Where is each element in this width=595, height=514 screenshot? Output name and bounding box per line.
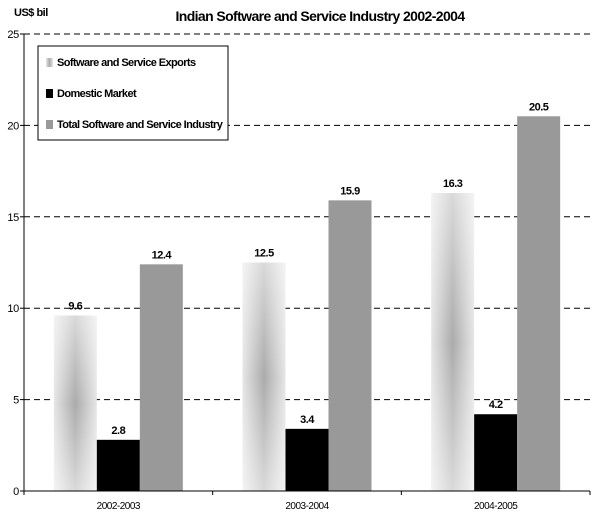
legend-label-exports: Software and Service Exports <box>57 57 196 69</box>
x-tick-label: 2004-2005 <box>474 501 518 512</box>
y-axis-unit-label: US$ bil <box>14 7 48 19</box>
data-label: 12.5 <box>254 248 274 260</box>
legend: Software and Service Exports Domestic Ma… <box>37 45 229 141</box>
bar-total <box>328 200 372 491</box>
legend-swatch-total <box>46 120 53 129</box>
bar-exports-shading <box>53 315 97 491</box>
y-tick-label: 25 <box>7 29 19 41</box>
legend-swatch-exports <box>46 58 53 67</box>
legend-label-domestic: Domestic Market <box>57 88 137 100</box>
x-tick-label: 2002-2003 <box>97 501 141 512</box>
bar-exports-shading <box>431 193 475 491</box>
x-tick-label: 2003-2004 <box>285 501 329 512</box>
bar-domestic <box>285 428 329 491</box>
legend-box <box>37 45 229 141</box>
bar-domestic <box>96 439 140 491</box>
data-label: 4.2 <box>489 399 503 411</box>
data-label: 15.9 <box>340 185 360 197</box>
legend-swatch-domestic <box>46 89 53 98</box>
data-label: 2.8 <box>111 425 125 437</box>
bar-series-group <box>53 116 561 491</box>
y-tick-label: 10 <box>7 303 19 315</box>
data-label: 16.3 <box>443 178 463 190</box>
y-tick-label: 0 <box>13 486 19 498</box>
y-tick-label: 5 <box>13 395 19 407</box>
legend-label-total: Total Software and Service Industry <box>57 119 224 131</box>
data-label: 9.6 <box>68 301 82 313</box>
x-axis-ticks: 2002-2003 2003-2004 2004-2005 <box>23 491 591 512</box>
chart-title: Indian Software and Service Industry 200… <box>175 8 465 24</box>
bar-domestic <box>474 414 518 491</box>
y-axis-ticks: 0 5 10 15 20 25 <box>7 29 24 498</box>
bar-total <box>139 264 183 491</box>
data-labels-group: 9.6 2.8 12.4 12.5 3.4 15.9 16.3 4.2 20.5 <box>68 101 549 437</box>
y-tick-label: 20 <box>7 120 19 132</box>
data-label: 12.4 <box>152 249 173 261</box>
bar-exports-shading <box>242 262 286 491</box>
bar-total <box>517 116 561 491</box>
data-label: 20.5 <box>529 101 549 113</box>
y-tick-label: 15 <box>7 212 19 224</box>
data-label: 3.4 <box>300 414 315 426</box>
